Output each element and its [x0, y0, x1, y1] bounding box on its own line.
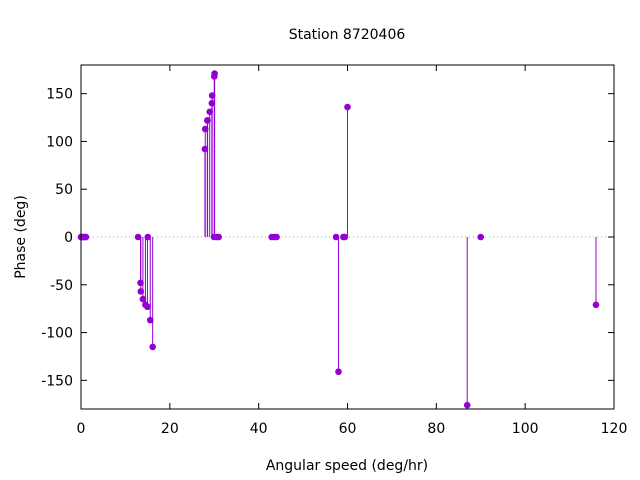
- x-tick-label: 120: [601, 421, 628, 437]
- data-point: [208, 92, 216, 99]
- x-tick-label: 60: [339, 421, 357, 437]
- y-tick-label: 0: [64, 230, 73, 246]
- y-tick-label: 100: [46, 134, 73, 150]
- data-point: [215, 233, 222, 241]
- data-point: [208, 99, 216, 107]
- data-point: [137, 279, 144, 287]
- data-point: [341, 233, 349, 241]
- data-point: [144, 303, 151, 311]
- y-tick-label: -50: [50, 278, 73, 294]
- data-point: [344, 103, 351, 111]
- data-point: [201, 125, 209, 133]
- data-point: [204, 117, 211, 124]
- y-axis-label: Phase (deg): [13, 195, 29, 279]
- data-point: [332, 233, 340, 241]
- data-point: [82, 233, 90, 241]
- x-tick-label: 20: [161, 421, 179, 437]
- chart-title: Station 8720406: [289, 27, 406, 43]
- y-tick-label: -100: [41, 326, 73, 342]
- x-tick-label: 40: [250, 421, 268, 437]
- data-point: [134, 233, 142, 241]
- x-tick-label: 80: [427, 421, 445, 437]
- data-point: [211, 70, 218, 77]
- data-point: [139, 295, 147, 303]
- y-tick-label: -150: [41, 373, 73, 389]
- data-point: [477, 233, 485, 241]
- data-point: [335, 368, 342, 376]
- data-point: [206, 108, 214, 116]
- y-tick-label: 50: [55, 182, 73, 198]
- data-point: [146, 316, 154, 324]
- data-point: [149, 343, 156, 351]
- x-axis-label: Angular speed (deg/hr): [266, 458, 428, 474]
- y-tick-label: 150: [46, 87, 73, 103]
- data-point: [463, 401, 471, 409]
- x-tick-label: 0: [77, 421, 86, 437]
- data-point: [144, 233, 152, 241]
- data-point: [201, 145, 209, 153]
- data-point: [592, 301, 600, 309]
- data-point: [273, 233, 280, 241]
- plot-frame: [80, 64, 615, 410]
- data-point: [137, 288, 145, 295]
- x-tick-label: 100: [512, 421, 539, 437]
